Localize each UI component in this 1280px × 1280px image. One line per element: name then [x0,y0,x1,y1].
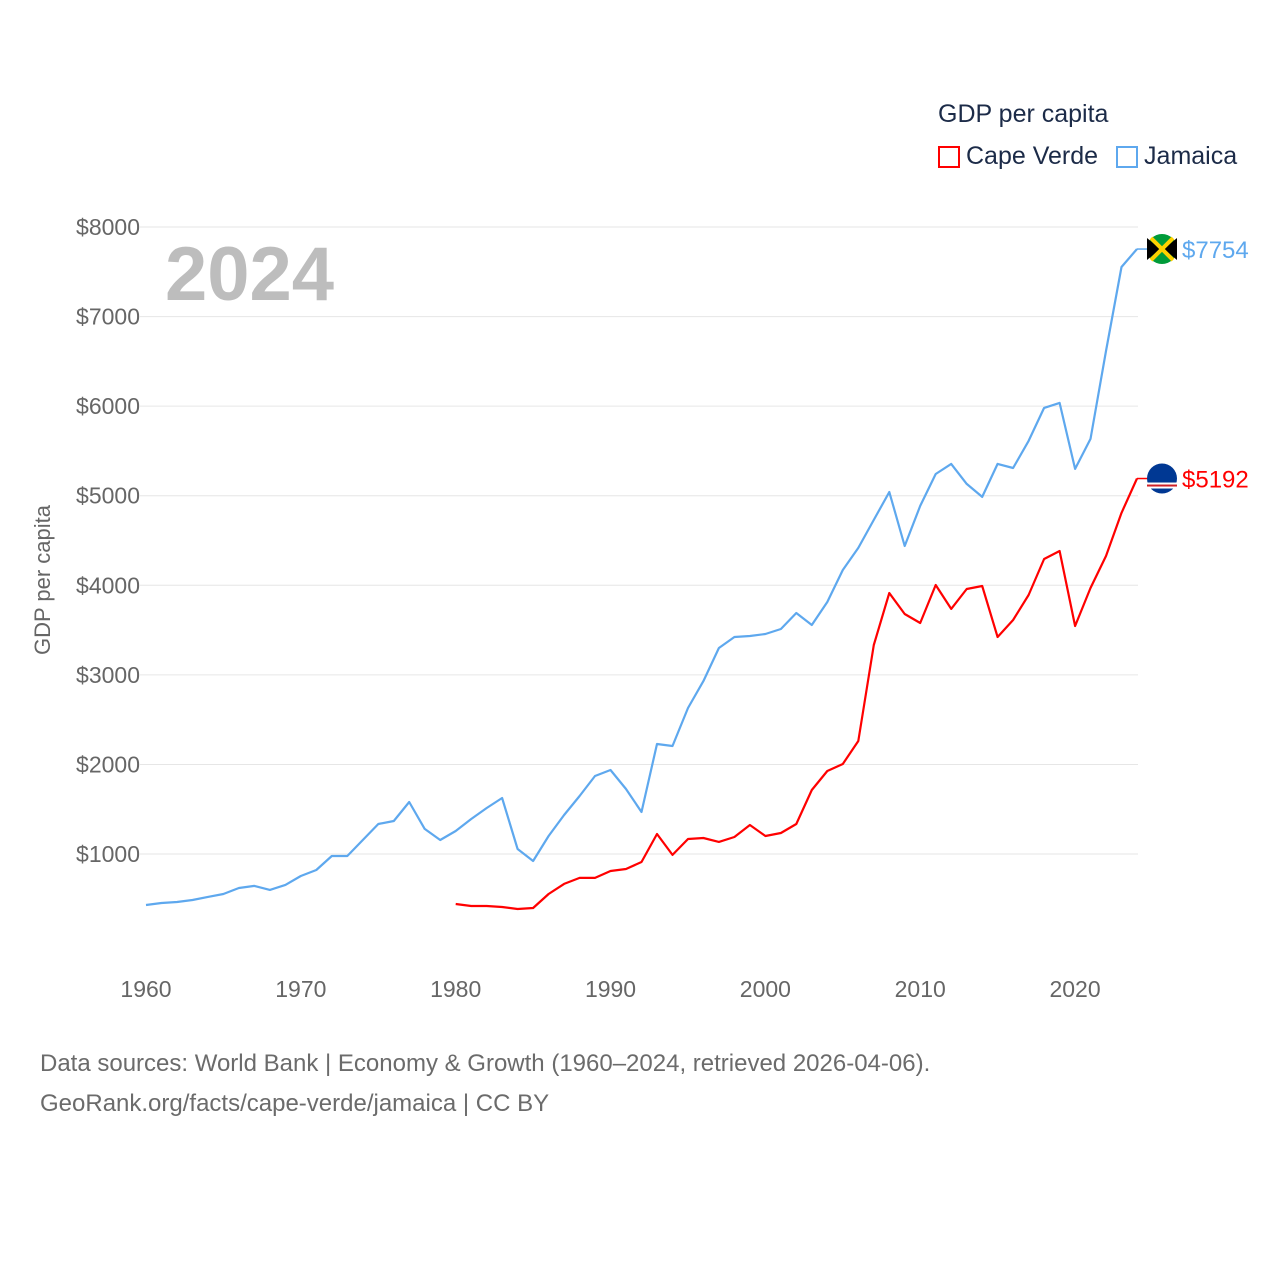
jamaica-flag-triangles [1147,238,1177,261]
legend-title: GDP per capita [938,100,1109,128]
data-source-text: Data sources: World Bank | Economy & Gro… [40,1050,931,1077]
y-tick-label: $5000 [76,483,140,509]
jamaica-flag-saltire [1149,236,1175,262]
x-tick-label: 1970 [275,976,326,1002]
cape-verde-flag-icon [1147,463,1177,494]
legend: Cape Verde Jamaica [938,142,1237,171]
y-tick-label: $4000 [76,572,140,598]
end-value-label-cape-verde: $5192 [1182,467,1249,494]
footer: Data sources: World Bank | Economy & Gro… [40,1044,930,1124]
legend-label: Jamaica [1144,142,1238,170]
source-link[interactable]: GeoRank.org/facts/cape-verde/jamaica | C… [40,1090,550,1117]
x-tick-label: 2010 [895,976,946,1002]
y-tick-label: $8000 [76,214,140,240]
series-line-cape-verde [455,478,1139,911]
x-tick-label: 1960 [120,976,171,1002]
end-value-label-jamaica: $7754 [1182,237,1249,264]
y-axis-label: GDP per capita [30,504,55,655]
x-tick-label: 2020 [1049,976,1100,1002]
y-tick-label: $1000 [76,841,140,867]
cape-verde-flag-stripe [1147,484,1177,487]
series-line-jamaica [145,248,1138,907]
x-tick-label: 1990 [585,976,636,1002]
y-tick-label: $2000 [76,751,140,777]
legend-label: Cape Verde [966,142,1099,170]
legend-swatch-cape-verde [938,145,960,168]
x-tick-label: 1980 [430,976,481,1002]
legend-item-cape-verde[interactable]: Cape Verde [938,142,1098,171]
y-tick-label: $7000 [76,304,140,330]
legend-swatch-jamaica [1116,145,1139,168]
x-tick-label: 2000 [740,976,791,1002]
y-tick-label: $6000 [76,393,140,419]
y-tick-label: $3000 [76,662,140,688]
year-label: 2024 [165,232,334,317]
legend-item-jamaica[interactable]: Jamaica [1116,142,1237,171]
